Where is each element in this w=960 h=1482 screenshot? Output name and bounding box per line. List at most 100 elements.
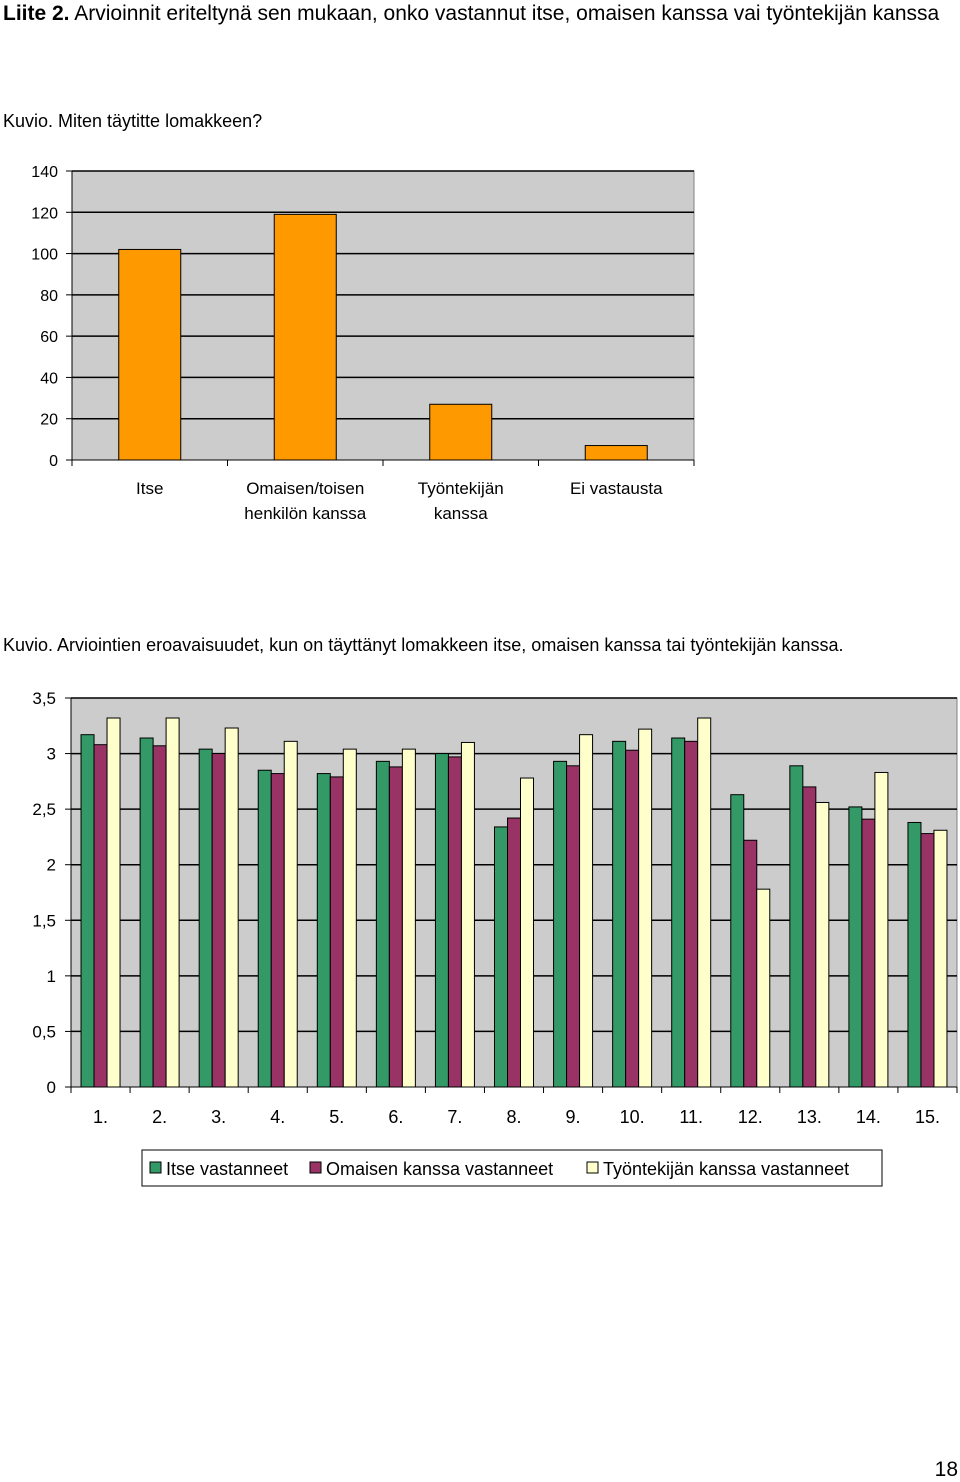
chart1-y-tick-label: 40	[40, 370, 58, 387]
chart2-caption: Kuvio. Arviointien eroavaisuudet, kun on…	[3, 635, 844, 655]
chart2-bar	[329, 776, 344, 1088]
chart2-bar	[861, 818, 876, 1088]
chart2-category-label: 8.	[506, 1107, 521, 1127]
chart1-category-label: Itse	[136, 479, 163, 498]
appendix-label: Liite 2.	[3, 2, 70, 25]
chart2-y-tick-label: 0,5	[32, 1022, 56, 1041]
chart2-bar	[460, 741, 475, 1088]
chart2-bar	[553, 760, 568, 1088]
chart2-bar	[625, 749, 640, 1088]
chart2-category-label: 15.	[915, 1107, 940, 1127]
chart2-bar	[80, 734, 95, 1088]
appendix-heading: Liite 2. Arvioinnit eriteltynä sen mukaa…	[3, 0, 953, 27]
chart2-bar	[139, 737, 154, 1088]
chart1-category-label: Työntekijän	[418, 479, 504, 498]
page-number: 18	[934, 1458, 958, 1481]
chart2-bar	[671, 737, 686, 1088]
chart2-bar	[224, 727, 239, 1088]
chart2-category-label: 9.	[566, 1107, 581, 1127]
chart2-bar	[106, 717, 121, 1088]
chart2-category-label: 7.	[447, 1107, 462, 1127]
chart2-bar	[520, 777, 534, 1088]
chart2-legend-swatch	[586, 1161, 599, 1174]
chart2-bar	[388, 766, 403, 1088]
chart1-category-label: kanssa	[434, 504, 488, 523]
chart1-y-tick-label: 60	[40, 329, 58, 346]
chart1-bar	[118, 248, 182, 461]
chart2-bar	[789, 765, 804, 1088]
chart1-y-tick-label: 0	[49, 453, 58, 470]
chart2-category-label: 4.	[270, 1107, 285, 1127]
chart2-legend: Itse vastanneet Omaisen kanssa vastanneet…	[141, 1149, 883, 1187]
chart2-legend-label: Itse vastanneet	[166, 1159, 288, 1179]
chart2-legend-box	[141, 1149, 883, 1187]
chart2-bar	[874, 771, 889, 1088]
chart2-bar	[933, 829, 948, 1088]
chart2-category-label: 11.	[679, 1107, 703, 1127]
chart2-bar	[638, 728, 653, 1088]
chart2-bar	[743, 839, 758, 1088]
chart2-y-tick-label: 3	[47, 745, 56, 764]
chart2-bar	[848, 806, 863, 1088]
chart2-bar	[494, 826, 508, 1088]
chart1-y-tick-label: 140	[31, 164, 58, 181]
chart2-y-tick-label: 0	[47, 1078, 56, 1097]
chart2-y-tick-label: 2	[47, 856, 56, 875]
chart2-category-label: 5.	[329, 1107, 344, 1127]
chart2-bar	[165, 717, 180, 1088]
chart2-bar	[152, 745, 167, 1088]
chart1-y-tick-label: 100	[31, 247, 58, 264]
chart2-bar	[93, 744, 108, 1088]
chart1-category-label: henkilön kanssa	[244, 504, 366, 523]
chart2-category-label: 14.	[856, 1107, 881, 1127]
chart2-bar	[612, 740, 627, 1088]
chart2-category-label: 12.	[738, 1107, 763, 1127]
chart2-legend-label: Työntekijän kanssa vastanneet	[603, 1159, 849, 1179]
chart2-bar	[434, 753, 449, 1088]
chart2-bar	[697, 717, 712, 1088]
chart2-y-tick-label: 1	[47, 967, 56, 986]
chart2-bar	[684, 740, 699, 1088]
chart2-bar	[907, 821, 922, 1088]
chart2-bar	[730, 794, 745, 1088]
chart2-category-label: 2.	[152, 1107, 167, 1127]
chart2-bar	[211, 753, 226, 1088]
chart2-bar	[566, 765, 581, 1088]
chart2-bar	[342, 748, 357, 1088]
chart1-y-tick-label: 20	[40, 412, 58, 429]
chart2-bar	[270, 773, 285, 1088]
chart2-category-label: 10.	[620, 1107, 645, 1127]
chart1-y-tick-label: 120	[31, 205, 58, 222]
chart2-category-label: 1.	[93, 1107, 108, 1127]
appendix-title: Arvioinnit eriteltynä sen mukaan, onko v…	[74, 2, 940, 25]
chart2-bar	[579, 734, 594, 1088]
chart2-bar	[447, 756, 462, 1088]
chart2-rating-differences-bar-chart: 0 0,5 1 1,5 2 2,5 3 3,5 1. 2. 3. 4. 5. 6. 7. 8. 9. 10. 11.…	[32, 689, 958, 1187]
chart2-category-label: 13.	[797, 1107, 822, 1127]
chart1-y-tick-label: 80	[40, 288, 58, 305]
chart2-bar	[198, 748, 213, 1088]
chart2-bar	[257, 769, 272, 1088]
chart2-y-tick-label: 1,5	[32, 911, 56, 930]
chart2-category-label: 3.	[211, 1107, 226, 1127]
chart2-bar	[507, 817, 521, 1088]
chart2-bar	[802, 786, 817, 1088]
chart2-bar	[401, 748, 416, 1088]
chart2-bar	[375, 760, 390, 1088]
chart1-category-label: Ei vastausta	[570, 479, 663, 498]
chart2-bar	[920, 833, 935, 1088]
chart1-bar	[429, 403, 493, 461]
chart2-legend-swatch	[149, 1161, 162, 1174]
chart2-y-tick-label: 3,5	[32, 689, 56, 708]
chart2-legend-swatch	[309, 1161, 322, 1174]
chart2-bar	[756, 888, 771, 1088]
chart1-bar	[584, 445, 648, 461]
chart2-category-label: 6.	[388, 1107, 403, 1127]
chart1-category-label: Omaisen/toisen	[246, 479, 364, 498]
chart2-legend-label: Omaisen kanssa vastanneet	[326, 1159, 553, 1179]
chart1-fill-method-bar-chart: 0 20 40 60 80 100 120 140 Itse Omaisen/toisen henk…	[31, 164, 695, 523]
chart2-bar	[283, 740, 298, 1088]
chart2-bar	[316, 773, 331, 1088]
chart2-bar	[815, 801, 830, 1088]
chart1-bar	[273, 213, 337, 461]
